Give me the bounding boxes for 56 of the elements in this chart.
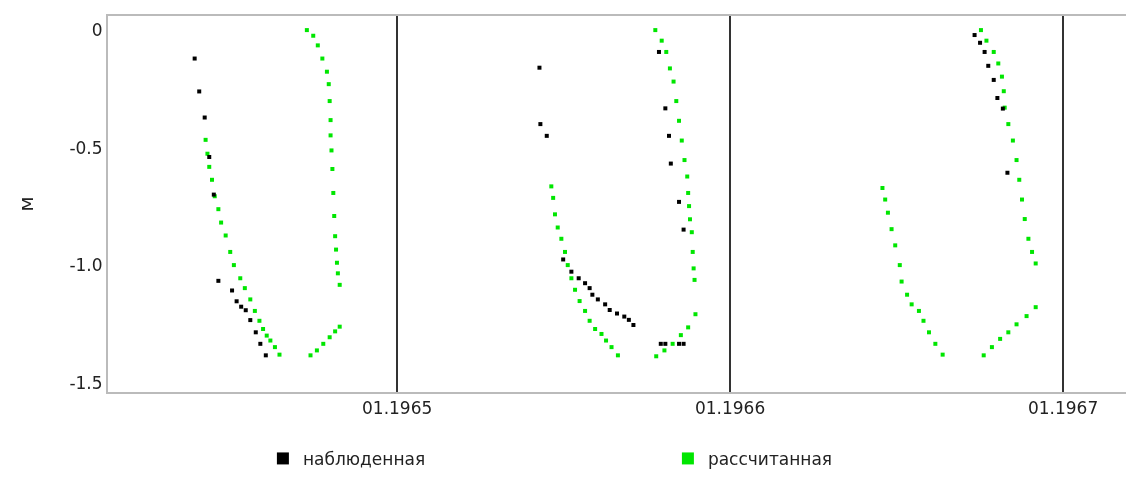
- point: [569, 269, 574, 274]
- point: [677, 199, 682, 204]
- y-tick-label: 0: [91, 20, 103, 41]
- legend-label: рассчитанная: [707, 449, 833, 470]
- point: [982, 49, 987, 54]
- legend-label: наблюденная: [302, 449, 426, 470]
- point: [207, 155, 212, 159]
- point: [202, 115, 207, 120]
- point: [595, 297, 600, 302]
- point: [587, 286, 592, 291]
- point: [576, 276, 581, 281]
- point: [603, 302, 608, 307]
- point: [239, 304, 244, 309]
- x-tick-label: 01.1966: [694, 398, 766, 419]
- point: [243, 308, 248, 313]
- y-axis-title: м: [14, 196, 39, 212]
- y-tick-label: -0.5: [69, 137, 103, 158]
- point: [192, 56, 197, 61]
- point: [544, 133, 549, 138]
- point: [972, 33, 977, 38]
- point: [626, 317, 631, 322]
- point: [656, 49, 661, 54]
- point: [663, 341, 668, 346]
- point: [607, 307, 612, 312]
- point: [681, 227, 686, 232]
- point: [248, 318, 253, 323]
- point: [590, 292, 595, 297]
- point: [1005, 170, 1010, 175]
- point: [677, 341, 682, 346]
- y-tick-label: -1.5: [69, 372, 103, 393]
- point: [631, 323, 636, 328]
- point: [658, 341, 663, 346]
- point: [622, 314, 627, 319]
- point: [197, 89, 202, 94]
- point: [234, 299, 239, 304]
- point: [666, 133, 671, 138]
- point: [668, 161, 673, 166]
- point: [986, 63, 991, 68]
- x-tick-label: 01.1965: [362, 398, 433, 419]
- point: [995, 96, 1000, 101]
- point: [263, 353, 268, 358]
- point: [258, 341, 263, 346]
- point: [583, 281, 588, 286]
- y-tick-label: -1.0: [69, 255, 103, 276]
- point: [978, 40, 983, 45]
- point: [561, 257, 566, 262]
- point: [538, 122, 543, 127]
- point: [991, 77, 996, 82]
- point: [681, 341, 686, 346]
- point: [537, 65, 542, 70]
- point: [615, 311, 619, 316]
- point: [253, 330, 258, 335]
- point: [663, 106, 668, 111]
- point: [216, 278, 221, 283]
- point: [230, 288, 235, 293]
- x-tick-label: 01.1967: [1027, 398, 1099, 419]
